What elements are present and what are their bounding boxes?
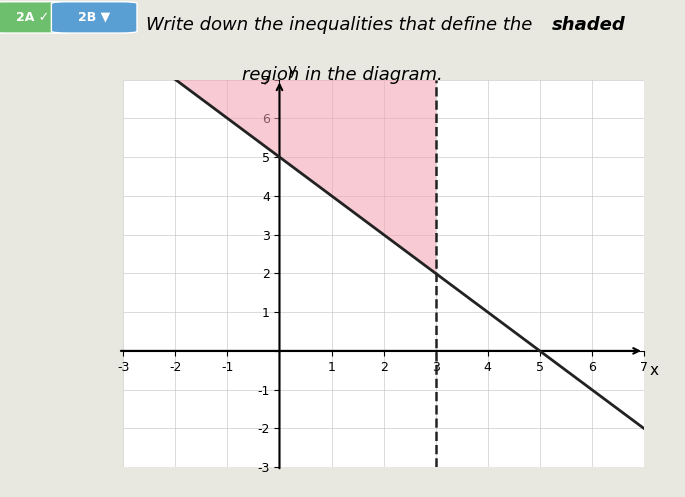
Text: Write down the inequalities that define the: Write down the inequalities that define … — [147, 16, 538, 34]
FancyBboxPatch shape — [51, 1, 137, 33]
Text: x: x — [649, 362, 658, 378]
Polygon shape — [175, 80, 436, 273]
Text: 2B ▼: 2B ▼ — [78, 11, 110, 24]
FancyBboxPatch shape — [0, 1, 75, 33]
Text: y: y — [287, 63, 297, 78]
Text: shaded: shaded — [552, 16, 626, 34]
Text: region in the diagram.: region in the diagram. — [242, 66, 443, 83]
Text: 2A ✓: 2A ✓ — [16, 11, 49, 24]
